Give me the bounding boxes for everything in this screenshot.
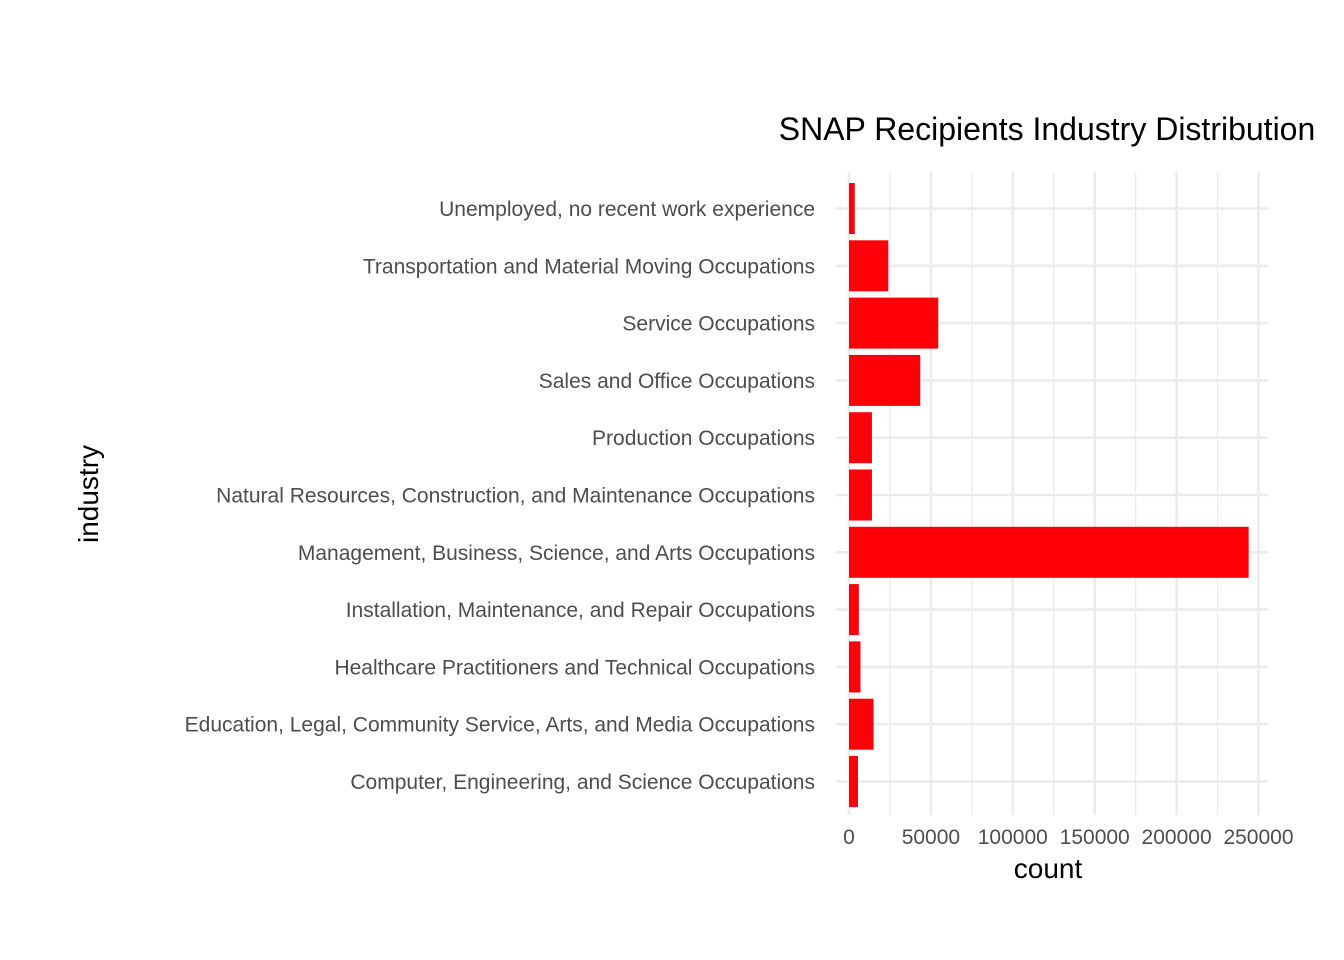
x-tick-label: 50000 bbox=[902, 826, 960, 849]
y-tick-label: Installation, Maintenance, and Repair Oc… bbox=[346, 599, 815, 622]
bar bbox=[849, 698, 874, 750]
grid-lines bbox=[836, 172, 1268, 815]
bar bbox=[849, 240, 889, 292]
x-tick-label: 100000 bbox=[978, 826, 1048, 849]
y-tick-label: Unemployed, no recent work experience bbox=[439, 198, 815, 221]
y-tick-label: Computer, Engineering, and Science Occup… bbox=[350, 771, 815, 794]
y-tick-labels: Computer, Engineering, and Science Occup… bbox=[185, 198, 815, 794]
bar bbox=[849, 584, 859, 636]
y-tick-label: Management, Business, Science, and Arts … bbox=[298, 542, 815, 565]
bar bbox=[849, 469, 872, 521]
bars bbox=[849, 183, 1249, 807]
y-tick-label: Service Occupations bbox=[622, 313, 815, 336]
bar bbox=[849, 297, 939, 349]
y-axis-title: industry bbox=[73, 445, 104, 543]
bar bbox=[849, 526, 1249, 578]
bar bbox=[849, 641, 861, 693]
chart-title: SNAP Recipients Industry Distribution bbox=[779, 111, 1316, 147]
x-axis-title: count bbox=[1014, 853, 1083, 884]
y-tick-label: Sales and Office Occupations bbox=[539, 370, 815, 393]
x-tick-label: 150000 bbox=[1060, 826, 1130, 849]
y-tick-label: Transportation and Material Moving Occup… bbox=[363, 255, 815, 278]
y-tick-label: Natural Resources, Construction, and Mai… bbox=[216, 485, 815, 508]
bar bbox=[849, 354, 921, 406]
x-tick-labels: 0 50000 100000 150000 200000 250000 bbox=[843, 826, 1293, 849]
y-tick-label: Production Occupations bbox=[592, 427, 815, 450]
bar bbox=[849, 183, 855, 234]
bar bbox=[849, 756, 859, 807]
bar bbox=[849, 412, 872, 464]
x-tick-label: 250000 bbox=[1223, 826, 1293, 849]
y-tick-label: Healthcare Practitioners and Technical O… bbox=[334, 656, 815, 679]
y-tick-label: Education, Legal, Community Service, Art… bbox=[185, 714, 815, 737]
x-tick-label: 200000 bbox=[1142, 826, 1212, 849]
x-tick-label: 0 bbox=[843, 826, 855, 849]
